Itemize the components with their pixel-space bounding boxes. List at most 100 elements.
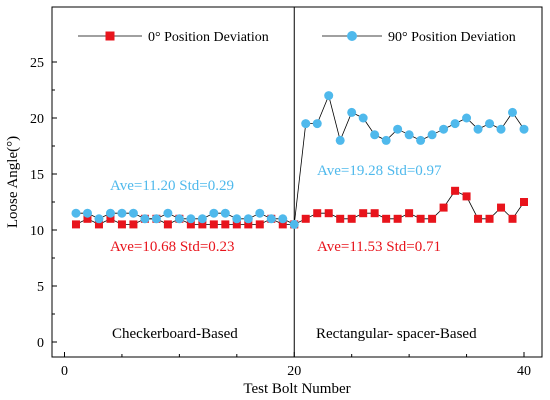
- y-tick-label: 15: [30, 168, 44, 183]
- series-1: [71, 91, 529, 229]
- data-point: [71, 220, 80, 229]
- annotation-text: Ave=10.68 Std=0.23: [110, 239, 235, 255]
- data-point: [301, 119, 311, 129]
- data-point: [462, 192, 471, 201]
- legend-label: 90° Position Deviation: [388, 30, 516, 45]
- annotation-text: Ave=11.20 Std=0.29: [110, 178, 234, 194]
- data-point: [381, 135, 391, 145]
- data-point: [255, 208, 265, 218]
- data-point: [244, 220, 253, 229]
- data-point: [198, 220, 207, 229]
- data-point: [519, 124, 529, 134]
- data-point: [301, 214, 310, 223]
- data-point: [347, 107, 357, 117]
- legend-label: 0° Position Deviation: [148, 30, 269, 45]
- data-point: [439, 203, 448, 212]
- data-point: [151, 214, 161, 224]
- data-point: [370, 130, 380, 140]
- data-point: [393, 214, 402, 223]
- data-point: [336, 214, 345, 223]
- data-point: [117, 220, 126, 229]
- data-point: [416, 214, 425, 223]
- data-point: [209, 220, 218, 229]
- legend-item-0: 0° Position Deviation: [78, 30, 269, 45]
- data-point: [416, 135, 426, 145]
- data-point: [243, 214, 253, 224]
- data-point: [128, 208, 138, 218]
- data-point: [232, 214, 242, 224]
- data-point: [358, 113, 368, 123]
- data-point: [370, 209, 379, 218]
- data-point: [266, 214, 276, 224]
- data-point: [197, 214, 207, 224]
- data-point: [105, 208, 115, 218]
- plot-frame: [51, 6, 543, 358]
- data-point: [174, 214, 184, 224]
- legend-marker: [347, 31, 357, 41]
- annotation-text: Ave=19.28 Std=0.97: [317, 163, 442, 179]
- data-point: [427, 130, 437, 140]
- data-point: [462, 113, 472, 123]
- data-point: [439, 124, 449, 134]
- data-point: [405, 209, 414, 218]
- annotation-text: Checkerboard-Based: [112, 326, 238, 342]
- data-point: [94, 220, 103, 229]
- data-point: [255, 220, 264, 229]
- data-point: [186, 220, 195, 229]
- data-point: [117, 208, 127, 218]
- data-point: [324, 209, 333, 218]
- data-point: [474, 214, 483, 223]
- data-point: [71, 208, 81, 218]
- data-point: [312, 119, 322, 129]
- data-point: [404, 130, 414, 140]
- data-point: [220, 208, 230, 218]
- data-point: [209, 208, 219, 218]
- data-point: [221, 220, 230, 229]
- y-tick-label: 0: [37, 336, 44, 351]
- x-tick-label: 40: [517, 364, 531, 379]
- data-point: [428, 214, 437, 223]
- data-point: [347, 214, 356, 223]
- data-point: [508, 214, 517, 223]
- annotation-text: Rectangular- spacer-Based: [316, 326, 477, 342]
- annotations: Ave=11.20 Std=0.29 Ave=10.68 Std=0.23 Ave=…: [110, 163, 477, 342]
- data-point: [278, 220, 287, 229]
- data-point: [289, 219, 299, 229]
- data-point: [496, 124, 506, 134]
- y-tick-label: 25: [30, 56, 44, 71]
- data-point: [382, 214, 391, 223]
- data-point: [83, 214, 92, 223]
- legend-marker: [105, 31, 115, 41]
- data-point: [94, 214, 104, 224]
- data-point: [82, 208, 92, 218]
- data-point: [163, 208, 173, 218]
- data-point: [313, 209, 322, 218]
- data-point: [129, 220, 138, 229]
- data-point: [508, 107, 518, 117]
- axes: 0 20 40 0 5 10 15 20 25: [30, 56, 531, 379]
- data-point: [106, 214, 115, 223]
- data-point: [485, 214, 494, 223]
- x-tick-label: 0: [61, 364, 68, 379]
- data-point: [359, 209, 368, 218]
- data-point: [393, 124, 403, 134]
- x-tick-label: 20: [287, 364, 301, 379]
- data-point: [324, 91, 334, 101]
- annotation-text: Ave=11.53 Std=0.71: [317, 239, 441, 255]
- legend-item-1: 90° Position Deviation: [322, 30, 516, 45]
- y-tick-label: 20: [30, 112, 44, 127]
- y-tick-label: 5: [37, 280, 44, 295]
- y-axis-label: Loose Angle(°): [5, 136, 21, 228]
- series-layer: [71, 91, 529, 229]
- y-tick-label: 10: [30, 224, 44, 239]
- data-point: [473, 124, 483, 134]
- legend: 0° Position Deviation 90° Position Deviat…: [78, 30, 516, 45]
- data-point: [140, 214, 150, 224]
- data-point: [232, 220, 241, 229]
- data-point: [520, 198, 528, 206]
- data-point: [497, 203, 506, 212]
- data-point: [450, 119, 460, 129]
- x-axis-label: Test Bolt Number: [243, 381, 350, 397]
- data-point: [186, 214, 196, 224]
